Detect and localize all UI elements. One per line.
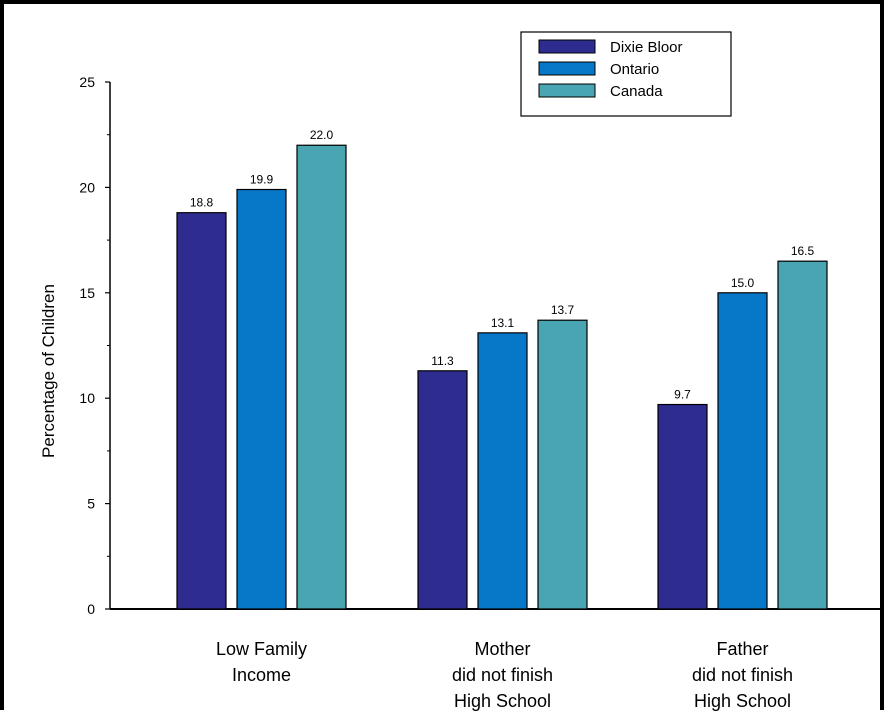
bar-value-label: 22.0 bbox=[310, 128, 334, 142]
bars-group bbox=[176, 144, 828, 610]
bar-value-label: 16.5 bbox=[791, 244, 815, 258]
category-label: did not finish bbox=[452, 665, 553, 685]
bar-value-label: 13.1 bbox=[491, 316, 515, 330]
bar bbox=[537, 319, 588, 610]
legend: Dixie Bloor Ontario Canada bbox=[520, 31, 732, 117]
bar bbox=[296, 144, 347, 610]
legend-swatch bbox=[538, 39, 596, 54]
bar bbox=[236, 188, 287, 610]
data-labels-group: 18.8 11.3 9.7 19.9 13.1 15.0 22.0 13.7 16.5 bbox=[190, 128, 815, 401]
bar-value-label: 15.0 bbox=[731, 276, 755, 290]
bar bbox=[477, 332, 528, 610]
bar bbox=[717, 292, 768, 610]
bar bbox=[777, 260, 828, 610]
legend-swatch bbox=[538, 61, 596, 76]
bar-chart: 0 5 10 15 20 25 18.8 11.3 9.7 19.9 13.1 15.0 22.0 13… bbox=[39, 31, 882, 711]
y-tick-label: 25 bbox=[79, 74, 95, 90]
y-tick-label: 20 bbox=[79, 179, 95, 195]
category-label: Father bbox=[716, 639, 768, 659]
category-label: High School bbox=[694, 691, 791, 711]
legend-label: Ontario bbox=[610, 61, 659, 78]
category-labels-group: Low Family Income Mother did not finish High… bbox=[216, 639, 793, 711]
y-tick-label: 5 bbox=[87, 496, 95, 512]
bar-value-label: 18.8 bbox=[190, 196, 214, 210]
category-label: Income bbox=[232, 665, 291, 685]
category-label: Low Family bbox=[216, 639, 307, 659]
bar bbox=[417, 370, 468, 610]
y-axis-title: Percentage of Children bbox=[39, 284, 58, 458]
legend-label: Dixie Bloor bbox=[610, 39, 683, 56]
y-tick-label: 0 bbox=[87, 601, 95, 617]
y-tick-label: 15 bbox=[79, 285, 95, 301]
y-tick-label: 10 bbox=[79, 390, 95, 406]
bar bbox=[657, 403, 708, 610]
legend-label: Canada bbox=[610, 83, 663, 100]
category-label: did not finish bbox=[692, 665, 793, 685]
bar bbox=[176, 212, 227, 610]
category-label: High School bbox=[454, 691, 551, 711]
category-label: Mother bbox=[474, 639, 530, 659]
bar-value-label: 19.9 bbox=[250, 173, 274, 187]
bar-value-label: 9.7 bbox=[674, 388, 691, 402]
bar-value-label: 11.3 bbox=[431, 354, 454, 368]
legend-swatch bbox=[538, 83, 596, 98]
bar-value-label: 13.7 bbox=[551, 303, 575, 317]
